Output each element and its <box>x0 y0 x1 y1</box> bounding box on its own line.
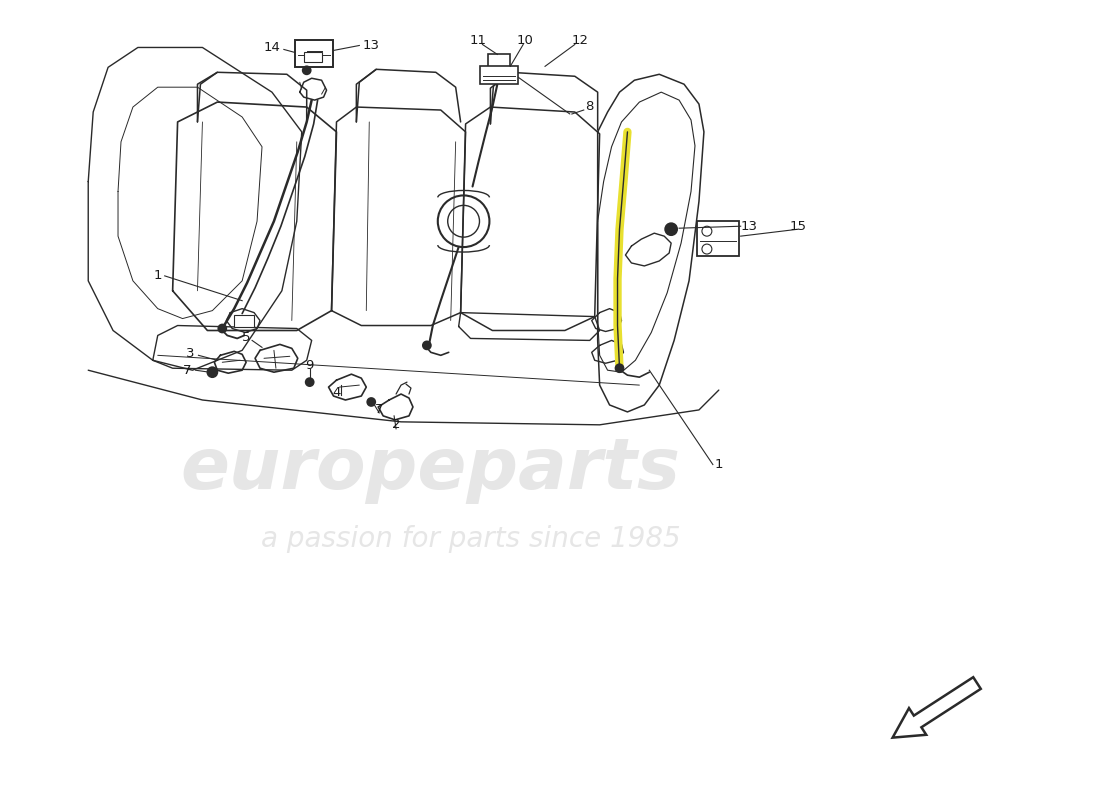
Circle shape <box>208 367 218 377</box>
Text: 3: 3 <box>186 347 195 360</box>
Text: a passion for parts since 1985: a passion for parts since 1985 <box>261 525 681 553</box>
Text: 15: 15 <box>790 220 806 233</box>
Text: 7: 7 <box>375 403 384 417</box>
Bar <box>488 54 510 70</box>
Text: 10: 10 <box>517 34 534 47</box>
Circle shape <box>367 398 375 406</box>
Bar <box>234 314 254 326</box>
Bar <box>481 66 518 84</box>
Text: 13: 13 <box>363 39 379 52</box>
Text: 14: 14 <box>264 41 280 54</box>
Text: 2: 2 <box>392 418 400 431</box>
Text: 11: 11 <box>470 34 487 47</box>
Circle shape <box>218 325 227 333</box>
Text: europeparts: europeparts <box>180 435 681 504</box>
Circle shape <box>616 364 624 372</box>
Bar <box>304 53 321 62</box>
Bar <box>697 222 739 256</box>
Text: 12: 12 <box>571 34 588 47</box>
Text: 1: 1 <box>154 270 162 282</box>
Text: 5: 5 <box>242 331 251 344</box>
Circle shape <box>422 342 431 350</box>
Circle shape <box>666 223 678 235</box>
Text: 1: 1 <box>715 458 723 471</box>
Text: 4: 4 <box>332 386 341 398</box>
Bar <box>295 39 332 67</box>
Text: 13: 13 <box>740 220 757 233</box>
Text: 9: 9 <box>306 358 313 372</box>
Circle shape <box>302 66 310 74</box>
Text: 7: 7 <box>184 364 191 377</box>
Text: 8: 8 <box>585 99 594 113</box>
FancyArrow shape <box>892 677 981 738</box>
Circle shape <box>306 378 313 386</box>
